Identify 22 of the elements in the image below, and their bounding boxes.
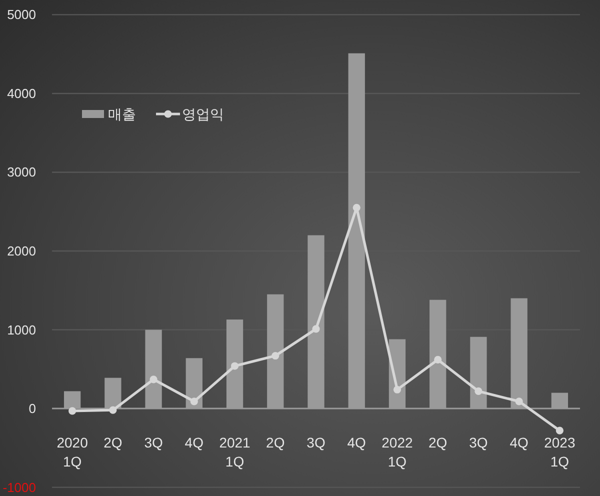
- y-tick-label: 1000: [7, 322, 36, 338]
- x-tick-label: 2022 1Q: [382, 434, 414, 470]
- y-tick-label: 4000: [7, 86, 36, 101]
- y-tick-label: 3000: [7, 164, 36, 180]
- x-tick-label: 2Q: [104, 434, 122, 451]
- x-tick-label: 2023 1Q: [544, 434, 576, 470]
- x-tick-label: 2Q: [428, 434, 448, 451]
- x-tick-label: 2020 1Q: [56, 434, 88, 470]
- x-tick-label: 4Q: [347, 434, 366, 451]
- y-tick-label: 0: [28, 401, 36, 416]
- legend-label: 영업익: [182, 106, 224, 122]
- x-tick-label: 3Q: [306, 434, 326, 451]
- y-tick-label: 2000: [7, 244, 36, 258]
- y-tick-label: 5000: [7, 7, 36, 22]
- x-tick-label: 3Q: [144, 434, 163, 451]
- y-tick-label: -1000: [2, 480, 36, 495]
- x-tick-label: 4Q: [184, 434, 204, 451]
- x-tick-label: 3Q: [469, 434, 488, 451]
- legend-label: 매출: [108, 106, 136, 122]
- x-tick-label: 2021 1Q: [219, 434, 251, 470]
- x-tick-label: 2Q: [266, 434, 285, 451]
- x-tick-label: 4Q: [510, 434, 529, 451]
